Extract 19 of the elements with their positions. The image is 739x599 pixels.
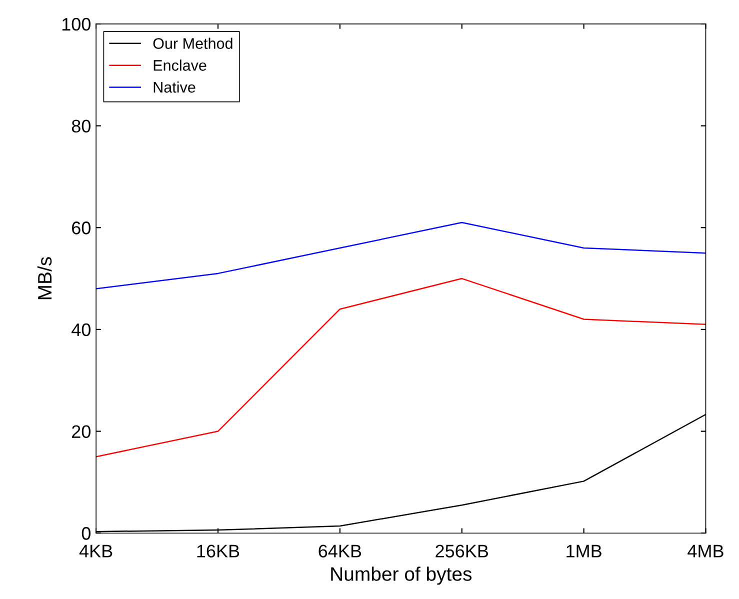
x-tick-label: 256KB xyxy=(436,544,488,558)
x-tick-label: 1MB xyxy=(566,544,602,558)
line-series xyxy=(96,222,706,290)
legend-label: Our Method xyxy=(153,38,232,49)
y-tick-label: 80 xyxy=(72,120,91,133)
y-tick-label: 40 xyxy=(72,323,91,336)
y-tick-label: 60 xyxy=(72,222,91,234)
x-tick-label: 4KB xyxy=(79,544,112,558)
x-axis-title: Number of bytes xyxy=(331,566,472,585)
legend-label: Enclave xyxy=(154,60,206,71)
x-tick-label: 16KB xyxy=(197,544,240,558)
legend-label: Native xyxy=(154,81,196,93)
line-series xyxy=(96,278,706,458)
y-tick-label: 0 xyxy=(82,527,91,540)
y-axis-title: MB/s xyxy=(37,257,52,300)
x-tick-label: 64KB xyxy=(318,544,362,558)
x-tick-label: 4MB xyxy=(688,544,724,558)
y-tick-label: 20 xyxy=(72,425,91,438)
y-tick-label: 100 xyxy=(62,18,91,31)
